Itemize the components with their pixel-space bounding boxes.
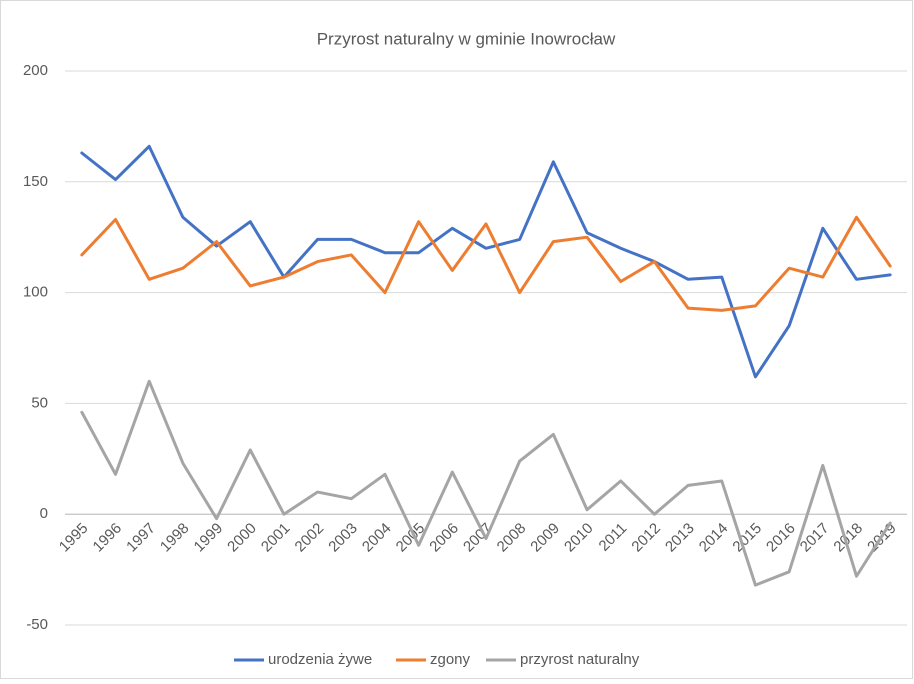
y-tick-label: 0 — [40, 505, 48, 522]
line-series — [80, 379, 892, 587]
y-tick-label: 50 — [31, 394, 48, 411]
y-tick-label: 150 — [23, 173, 48, 190]
legend-label: urodzenia żywe — [268, 651, 372, 668]
line-series — [80, 215, 892, 312]
legend-label: zgony — [430, 651, 471, 668]
y-tick-label: 200 — [23, 62, 48, 79]
chart-title: Przyrost naturalny w gminie Inowrocław — [317, 29, 616, 48]
y-tick-label: -50 — [26, 616, 48, 633]
legend-label: przyrost naturalny — [520, 651, 640, 668]
line-series — [80, 144, 892, 379]
y-tick-label: 100 — [23, 284, 48, 301]
